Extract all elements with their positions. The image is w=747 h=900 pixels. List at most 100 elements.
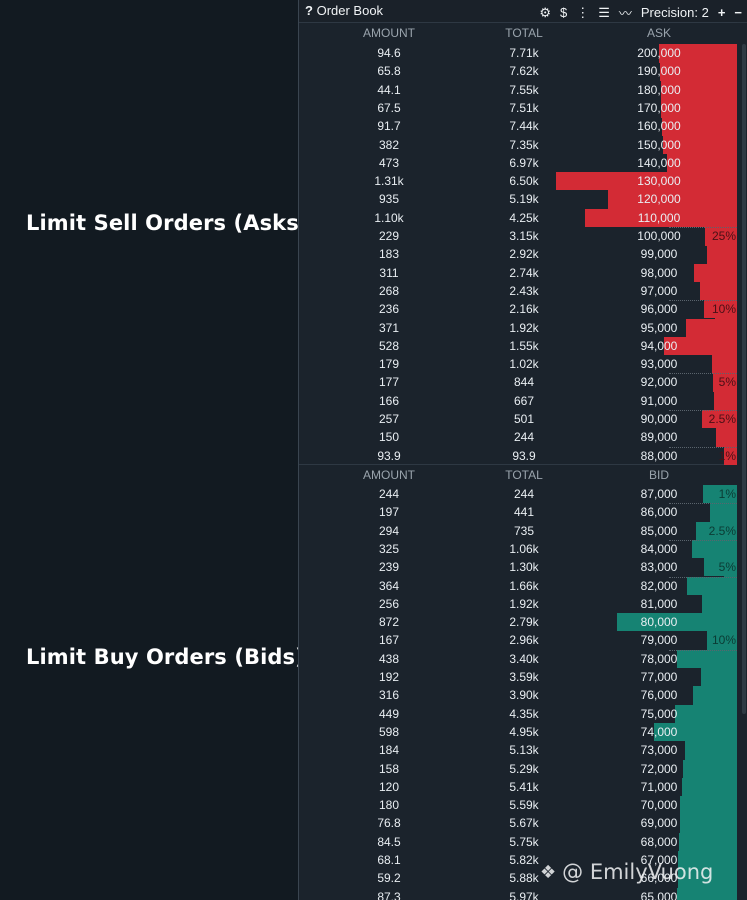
ask-row[interactable]: 311 2.74k 98,000: [299, 263, 737, 283]
ask-row[interactable]: 1.31k 6.50k 130,000: [299, 172, 737, 191]
dollar-icon[interactable]: $: [559, 5, 568, 20]
asks-side-label: Limit Sell Orders (Asks): [26, 211, 309, 235]
bid-row[interactable]: 180 5.59k 70,000: [299, 796, 737, 815]
list-icon[interactable]: ☰: [598, 4, 610, 20]
ask-amount: 382: [378, 137, 400, 152]
ask-header-amount[interactable]: AMOUNT: [363, 26, 415, 40]
ask-row[interactable]: 1.10k 4.25k 110,000: [299, 208, 737, 228]
bid-row[interactable]: 244 244 87,000: [299, 485, 737, 504]
bid-row[interactable]: 192 3.59k 77,000: [299, 668, 737, 687]
ask-header-total[interactable]: TOTAL: [505, 26, 543, 40]
bid-row[interactable]: 184 5.13k 73,000: [299, 741, 737, 760]
bid-price: 84,000: [640, 541, 678, 556]
ask-price: 110,000: [637, 210, 681, 225]
bid-price: 80,000: [640, 615, 678, 630]
ask-amount-bar: [727, 98, 737, 118]
ask-amount-bar: [716, 428, 737, 447]
ask-total: 2.43k: [509, 283, 539, 298]
bid-row[interactable]: 598 4.95k 74,000: [299, 722, 737, 742]
bid-total: 244: [513, 487, 535, 501]
bid-depth-marker-label: 1%: [718, 487, 736, 501]
help-icon[interactable]: ?: [305, 3, 313, 18]
bid-row[interactable]: 197 441 86,000: [299, 503, 737, 523]
bid-header-price[interactable]: BID: [648, 468, 669, 482]
bid-amount-bar: [727, 851, 737, 870]
scrollbar[interactable]: [742, 44, 746, 714]
ask-row[interactable]: 473 6.97k 140,000: [299, 153, 737, 173]
ask-amount: 268: [378, 283, 400, 298]
bid-price: 79,000: [640, 633, 678, 648]
bid-row[interactable]: 364 1.66k 82,000: [299, 576, 737, 596]
bid-header-amount[interactable]: AMOUNT: [363, 468, 415, 482]
ask-row[interactable]: 268 2.43k 97,000: [299, 281, 737, 301]
ask-amount-bar: [664, 336, 737, 356]
bid-row[interactable]: 76.8 5.67k 69,000: [299, 814, 737, 834]
bid-total: 3.59k: [509, 670, 539, 684]
ask-row[interactable]: 229 3.15k 100,000: [299, 227, 737, 246]
ask-table-header: AMOUNT TOTAL ASK: [299, 22, 737, 43]
ask-depth-marker-label: 2.5%: [708, 412, 736, 426]
bid-amount-bar: [712, 796, 737, 815]
plus-icon[interactable]: +: [717, 5, 726, 20]
ask-depth-bar: [659, 44, 737, 63]
ask-depth-marker-line: [669, 410, 737, 411]
bid-amount: 256: [378, 596, 400, 611]
ask-amount-bar: [671, 153, 737, 173]
bid-row[interactable]: 87.3 5.97k 65,000: [299, 887, 737, 900]
ask-row[interactable]: 93.9 93.9 88,000: [299, 446, 737, 466]
ask-row[interactable]: 150 244 89,000: [299, 428, 737, 448]
ask-row[interactable]: 65.8 7.62k 190,000: [299, 62, 737, 82]
bid-price: 85,000: [640, 523, 678, 538]
precision-label[interactable]: Precision: 2: [640, 5, 709, 20]
bid-row[interactable]: 239 1.30k 83,000: [299, 558, 737, 577]
bid-amount-bar: [693, 686, 737, 705]
bid-amount: 59.2: [377, 871, 401, 886]
bid-row[interactable]: 438 3.40k 78,000: [299, 649, 737, 669]
bid-row[interactable]: 872 2.79k 80,000: [299, 613, 737, 632]
ask-row[interactable]: 371 1.92k 95,000: [299, 318, 737, 338]
ask-header-price[interactable]: ASK: [646, 26, 671, 40]
bid-row[interactable]: 449 4.35k 75,000: [299, 704, 737, 724]
ask-row[interactable]: 94.6 7.71k 200,000: [299, 44, 737, 63]
bid-row[interactable]: 294 735 85,000: [299, 521, 737, 541]
bid-row[interactable]: 316 3.90k 76,000: [299, 686, 737, 706]
ask-price: 150,000: [637, 137, 681, 152]
ask-row[interactable]: 236 2.16k 96,000: [299, 300, 737, 319]
bid-amount-bar: [616, 613, 737, 632]
bid-row[interactable]: 59.2 5.88k 66,000: [299, 869, 737, 889]
ask-row[interactable]: 67.5 7.51k 170,000: [299, 98, 737, 118]
bid-row[interactable]: 68.1 5.82k 67,000: [299, 851, 737, 870]
bid-total: 5.29k: [509, 761, 539, 776]
bid-row[interactable]: 84.5 5.75k 68,000: [299, 832, 737, 852]
ask-total: 7.35k: [509, 137, 539, 152]
ask-price: 190,000: [637, 64, 681, 79]
bid-row[interactable]: 158 5.29k 72,000: [299, 759, 737, 779]
ask-row[interactable]: 179 1.02k 93,000: [299, 355, 737, 374]
ask-amount-bar: [685, 318, 737, 337]
ask-row[interactable]: 257 501 90,000: [299, 410, 737, 429]
ask-amount: 91.7: [377, 119, 401, 134]
ask-row[interactable]: 166 667 91,000: [299, 391, 737, 411]
chart-line-icon[interactable]: 〰: [618, 6, 632, 21]
bid-row[interactable]: 256 1.92k 81,000: [299, 594, 737, 614]
ask-row[interactable]: 935 5.19k 120,000: [299, 190, 737, 210]
ask-row[interactable]: 177 844 92,000: [299, 373, 737, 393]
ask-row[interactable]: 382 7.35k 150,000: [299, 135, 737, 155]
ask-row[interactable]: 183 2.92k 99,000: [299, 245, 737, 265]
ask-total: 7.44k: [509, 119, 539, 134]
minus-icon[interactable]: −: [734, 5, 742, 20]
ask-row[interactable]: 528 1.55k 94,000: [299, 336, 737, 356]
ask-row[interactable]: 91.7 7.44k 160,000: [299, 117, 737, 136]
bid-total: 5.41k: [509, 779, 539, 794]
ask-total: 6.97k: [509, 155, 539, 170]
gear-icon[interactable]: ⚙: [539, 4, 551, 20]
ask-row[interactable]: 44.1 7.55k 180,000: [299, 80, 737, 100]
bid-amount-bar: [728, 869, 737, 888]
bid-row[interactable]: 120 5.41k 71,000: [299, 777, 737, 797]
ask-amount: 177: [378, 375, 400, 390]
more-vertical-icon[interactable]: ⋮: [576, 4, 590, 20]
bid-row[interactable]: 167 2.96k 79,000: [299, 631, 737, 651]
bid-row[interactable]: 325 1.06k 84,000: [299, 539, 737, 559]
ask-price: 98,000: [640, 265, 678, 280]
bid-header-total[interactable]: TOTAL: [505, 468, 543, 482]
